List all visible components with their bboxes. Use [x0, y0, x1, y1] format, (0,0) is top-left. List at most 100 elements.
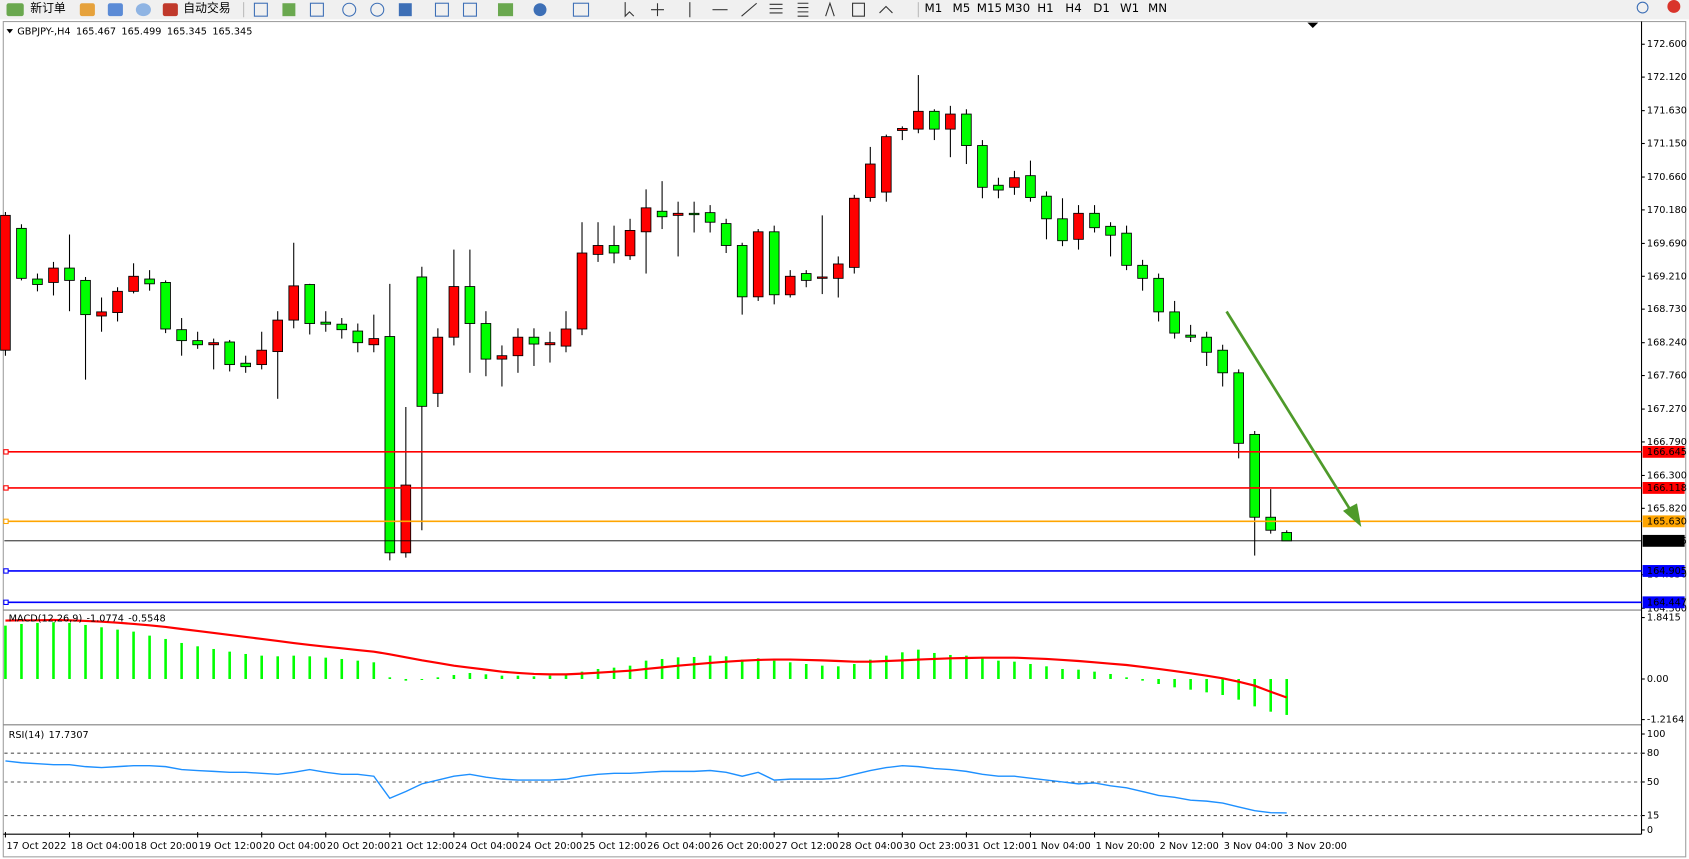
new-order-button[interactable]: 新订单 [30, 1, 66, 15]
search-icon[interactable] [1636, 1, 1649, 14]
candle-body [48, 267, 59, 283]
icon[interactable] [769, 3, 783, 14]
level-label-box [1642, 596, 1685, 609]
candle-body [448, 286, 460, 338]
icon[interactable] [533, 3, 547, 17]
icon[interactable] [79, 3, 95, 17]
timeframe-button[interactable]: H4 [1065, 1, 1081, 15]
icon[interactable] [309, 2, 324, 17]
notification-icon[interactable] [1667, 0, 1681, 13]
arrow-line [1225, 310, 1353, 513]
icon[interactable] [434, 2, 449, 17]
timeframe-button[interactable]: M1 [925, 1, 943, 15]
timeframe-button[interactable]: MN [1148, 1, 1167, 15]
candle-body [528, 336, 540, 345]
candle-body [64, 267, 75, 281]
candle-body [1233, 372, 1244, 444]
macd-bar [164, 638, 167, 679]
candle-body [945, 113, 956, 130]
icon[interactable] [6, 3, 24, 17]
candle-body [288, 285, 300, 321]
icon[interactable] [162, 3, 178, 17]
candle-body [977, 145, 988, 188]
indicator-name: RSI(14) [9, 730, 45, 741]
icon[interactable] [253, 2, 268, 17]
icon[interactable] [370, 2, 385, 17]
timeframe-button[interactable]: M15 [977, 1, 1002, 15]
level-label: 164.447 [1647, 597, 1687, 608]
icon[interactable] [624, 2, 635, 18]
timeframe-button[interactable]: M5 [953, 1, 971, 15]
macd-bar [20, 623, 23, 679]
candle-body [1265, 516, 1276, 531]
y-tick-label: 169.210 [1647, 271, 1687, 282]
y-tick-label: 170.180 [1647, 205, 1687, 216]
timeframe-button[interactable]: H1 [1037, 1, 1053, 15]
macd-bar [180, 642, 183, 679]
icon[interactable] [797, 2, 809, 17]
candle-body [881, 136, 892, 193]
auto-trading-button[interactable]: 自动交易 [183, 1, 230, 15]
icon[interactable] [342, 2, 357, 17]
x-tick-label: 2 Nov 12:00 [1160, 841, 1219, 852]
macd-bar [452, 674, 456, 679]
icon[interactable] [852, 2, 865, 17]
icon[interactable] [741, 2, 758, 17]
macd-bar [52, 622, 55, 679]
y-tick-label: 171.150 [1647, 138, 1687, 149]
candle-body [849, 197, 860, 268]
candle-body [768, 231, 780, 296]
arrow-head [1342, 503, 1362, 528]
candle-body [1137, 264, 1148, 279]
y-tick-label: 165.820 [1647, 503, 1687, 514]
candle-body [1089, 212, 1100, 229]
candle-body [913, 110, 924, 130]
y-tick-label: -1.2164 [1647, 715, 1684, 726]
icon[interactable] [572, 2, 590, 17]
header-price: 165.345 [212, 26, 252, 37]
candle-body [832, 263, 844, 279]
timeframe-button[interactable]: M30 [1005, 1, 1030, 15]
toolbar-icons [253, 2, 590, 17]
icon[interactable] [398, 3, 412, 17]
level-label-box [1642, 445, 1685, 458]
header-price: 165.467 [76, 26, 116, 37]
candle-body [80, 279, 91, 316]
icon[interactable] [825, 1, 835, 17]
level-handle [3, 599, 9, 606]
macd-bar [388, 677, 392, 679]
header-price: 165.499 [121, 26, 161, 37]
chart-frame [2, 21, 1687, 858]
y-tick-label: 50 [1647, 777, 1659, 788]
x-tick-label: 18 Oct 20:00 [135, 841, 198, 852]
candle-body [688, 212, 700, 216]
plot: 172.600 172.120 171.630 171.150 170.660 170.1… [0, 26, 1687, 852]
candle-body [224, 341, 235, 366]
level-handle [3, 485, 9, 491]
icon[interactable] [135, 3, 151, 17]
x-tick-label: 28 Oct 04:00 [839, 841, 902, 852]
macd-bar [372, 662, 376, 679]
candle-body [144, 278, 155, 285]
macd-bar [36, 622, 39, 679]
candle-body [816, 276, 828, 279]
timeframe-button[interactable]: D1 [1093, 1, 1110, 15]
icon[interactable] [497, 3, 514, 17]
level-label-box [1642, 565, 1685, 577]
icon[interactable] [462, 2, 477, 17]
macd-bar [1077, 669, 1080, 679]
candle-body [640, 207, 652, 233]
icon[interactable] [651, 3, 664, 17]
candle-body [993, 184, 1004, 191]
macd-bar [68, 622, 71, 679]
icon[interactable] [879, 5, 893, 14]
macd-bar [901, 652, 904, 679]
candle-body [400, 484, 412, 554]
level-label: 165.630 [1647, 516, 1687, 527]
macd-bar [1029, 663, 1032, 679]
chart-shift-marker [1307, 22, 1319, 29]
icon[interactable] [282, 3, 296, 17]
candle-body [432, 336, 444, 394]
icon[interactable] [107, 3, 123, 17]
timeframe-button[interactable]: W1 [1120, 1, 1139, 15]
